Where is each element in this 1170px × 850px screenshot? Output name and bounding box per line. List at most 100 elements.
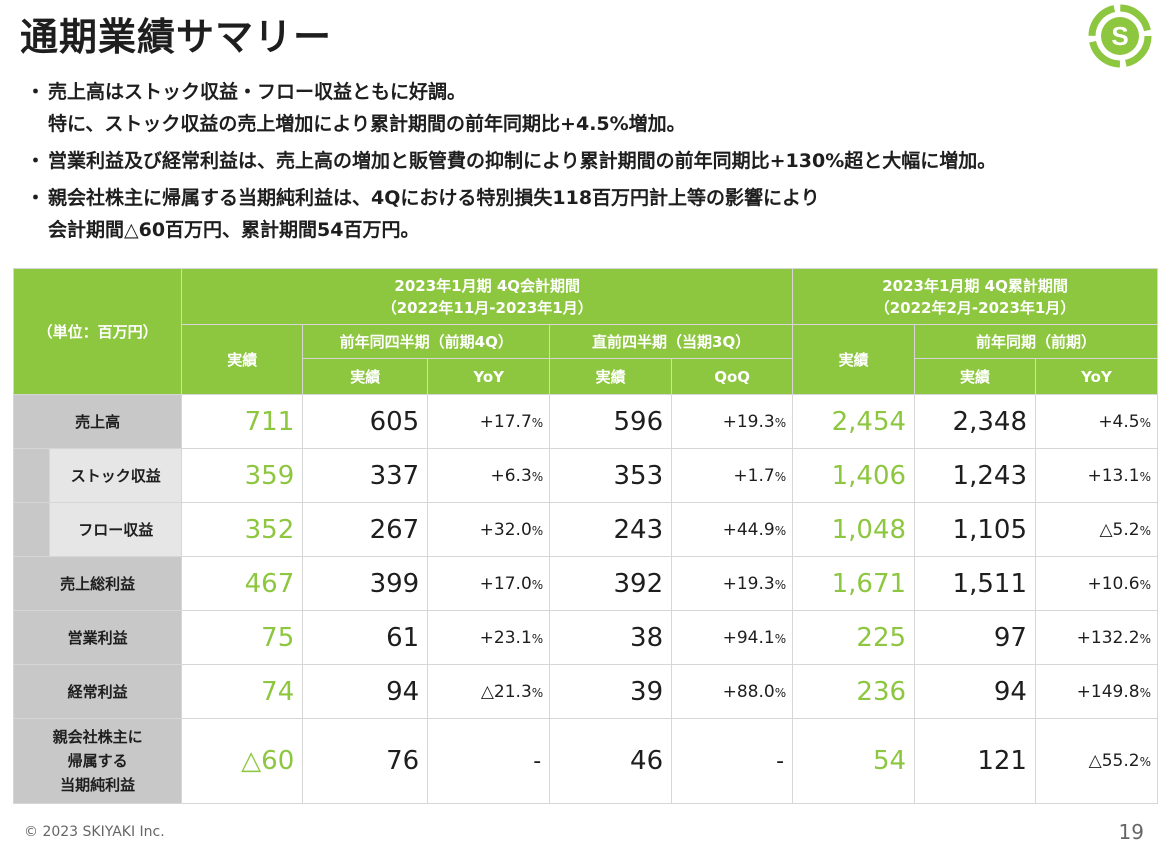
cell-prev: 76 xyxy=(302,718,429,804)
cell-yoy: +17.7% xyxy=(427,394,551,449)
header-actual: 実績 xyxy=(792,324,916,395)
financial-summary-table: （単位：百万円） 2023年1月期 4Q会計期間 （2022年11月-2023年1… xyxy=(12,268,1159,804)
row-label: 売上総利益 xyxy=(12,556,183,611)
row-label: 経常利益 xyxy=(12,664,183,719)
bullet-3-line-1: 親会社株主に帰属する当期純利益は、4Qにおける特別損失118百万円計上等の影響に… xyxy=(48,187,820,209)
cell-prior: 46 xyxy=(549,718,673,804)
table-row-sales: 売上高 711 605 +17.7% 596 +19.3% 2,454 2,34… xyxy=(12,394,1159,449)
row-label: ストック収益 xyxy=(49,448,183,503)
cell-yoy: +32.0% xyxy=(427,502,551,557)
company-logo: S xyxy=(1088,4,1152,68)
cell-prior: 38 xyxy=(549,610,673,665)
bullet-3-line-2: 会計期間△60百万円、累計期間54百万円。 xyxy=(48,219,420,241)
bullet-3: ・親会社株主に帰属する当期純利益は、4Qにおける特別損失118百万円計上等の影響… xyxy=(26,182,996,246)
header-qoq: QoQ xyxy=(671,358,794,395)
cell-prev: 61 xyxy=(302,610,429,665)
row-label: 売上高 xyxy=(12,394,183,449)
cell-cum-prev: 121 xyxy=(914,718,1036,804)
cell-cum-prev: 2,348 xyxy=(914,394,1036,449)
row-indent xyxy=(12,448,51,503)
cell-actual: 467 xyxy=(181,556,304,611)
bullet-marker: ・ xyxy=(26,187,46,209)
header-actual: 実績 xyxy=(302,358,429,395)
cell-cum-prev: 1,243 xyxy=(914,448,1036,503)
cell-cum-actual: 225 xyxy=(792,610,916,665)
row-label: 営業利益 xyxy=(12,610,183,665)
cell-qoq: +44.9% xyxy=(671,502,794,557)
cell-cum-actual: 54 xyxy=(792,718,916,804)
bullet-marker: ・ xyxy=(26,81,46,103)
cell-qoq: +1.7% xyxy=(671,448,794,503)
table-row-operating-profit: 営業利益 75 61 +23.1% 38 +94.1% 225 97 +132.… xyxy=(12,610,1159,665)
cell-actual: △60 xyxy=(181,718,304,804)
cell-qoq: - xyxy=(671,718,794,804)
header-yoy: YoY xyxy=(427,358,551,395)
cell-cum-yoy: △55.2% xyxy=(1034,718,1159,804)
table-row-flow: フロー収益 352 267 +32.0% 243 +44.9% 1,048 1,… xyxy=(12,502,1159,557)
logo-letter: S xyxy=(1111,21,1128,51)
cell-qoq: +19.3% xyxy=(671,394,794,449)
cell-yoy: - xyxy=(427,718,551,804)
cell-qoq: +88.0% xyxy=(671,664,794,719)
cell-prior: 243 xyxy=(549,502,673,557)
cell-prior: 353 xyxy=(549,448,673,503)
cell-cum-yoy: +13.1% xyxy=(1034,448,1159,503)
summary-bullets: ・売上高はストック収益・フロー収益ともに好調。 特に、ストック収益の売上増加によ… xyxy=(26,76,996,251)
cell-actual: 74 xyxy=(181,664,304,719)
cell-prev: 399 xyxy=(302,556,429,611)
bullet-2: ・営業利益及び経常利益は、売上高の増加と販管費の抑制により累計期間の前年同期比+… xyxy=(26,145,996,177)
unit-label: （単位：百万円） xyxy=(12,268,183,395)
header-prev-quarter: 前年同四半期（前期4Q） xyxy=(302,324,551,359)
table-row-net-income: 親会社株主に 帰属する 当期純利益 △60 76 - 46 - 54 121 △… xyxy=(12,718,1159,804)
cell-cum-actual: 236 xyxy=(792,664,916,719)
cell-actual: 352 xyxy=(181,502,304,557)
header-actual: 実績 xyxy=(549,358,673,395)
header-prev-year: 前年同期（前期） xyxy=(914,324,1158,359)
header-prior-quarter: 直前四半期（当期3Q） xyxy=(549,324,794,359)
cell-prev: 605 xyxy=(302,394,429,449)
cell-qoq: +94.1% xyxy=(671,610,794,665)
cell-actual: 359 xyxy=(181,448,304,503)
row-label: 親会社株主に 帰属する 当期純利益 xyxy=(12,718,183,804)
cell-actual: 75 xyxy=(181,610,304,665)
table-row-stock: ストック収益 359 337 +6.3% 353 +1.7% 1,406 1,2… xyxy=(12,448,1159,503)
cell-prev: 94 xyxy=(302,664,429,719)
copyright: © 2023 SKIYAKI Inc. xyxy=(24,824,165,840)
group1-header: 2023年1月期 4Q会計期間 （2022年11月-2023年1月） xyxy=(181,268,794,325)
bullet-1-line-2: 特に、ストック収益の売上増加により累計期間の前年同期比+4.5%増加。 xyxy=(48,113,686,135)
cell-cum-prev: 1,511 xyxy=(914,556,1036,611)
group2-header: 2023年1月期 4Q累計期間 （2022年2月-2023年1月） xyxy=(792,268,1158,325)
cell-qoq: +19.3% xyxy=(671,556,794,611)
cell-prev: 337 xyxy=(302,448,429,503)
cell-yoy: △21.3% xyxy=(427,664,551,719)
bullet-marker: ・ xyxy=(26,150,46,172)
cell-cum-actual: 1,671 xyxy=(792,556,916,611)
row-label: フロー収益 xyxy=(49,502,183,557)
page-title: 通期業績サマリー xyxy=(20,15,333,59)
page-number: 19 xyxy=(1118,820,1144,844)
cell-prior: 596 xyxy=(549,394,673,449)
header-actual: 実績 xyxy=(181,324,304,395)
cell-cum-actual: 1,406 xyxy=(792,448,916,503)
bullet-1: ・売上高はストック収益・フロー収益ともに好調。 特に、ストック収益の売上増加によ… xyxy=(26,76,996,140)
cell-cum-yoy: +4.5% xyxy=(1034,394,1159,449)
cell-cum-yoy: +132.2% xyxy=(1034,610,1159,665)
cell-cum-yoy: +149.8% xyxy=(1034,664,1159,719)
cell-yoy: +6.3% xyxy=(427,448,551,503)
header-yoy: YoY xyxy=(1034,358,1159,395)
cell-cum-yoy: △5.2% xyxy=(1034,502,1159,557)
bullet-2-line-1: 営業利益及び経常利益は、売上高の増加と販管費の抑制により累計期間の前年同期比+1… xyxy=(48,150,997,172)
cell-cum-prev: 1,105 xyxy=(914,502,1036,557)
cell-cum-yoy: +10.6% xyxy=(1034,556,1159,611)
cell-prior: 392 xyxy=(549,556,673,611)
row-indent xyxy=(12,502,51,557)
cell-yoy: +23.1% xyxy=(427,610,551,665)
cell-cum-actual: 2,454 xyxy=(792,394,916,449)
table-row-ordinary-profit: 経常利益 74 94 △21.3% 39 +88.0% 236 94 +149.… xyxy=(12,664,1159,719)
header-actual: 実績 xyxy=(914,358,1036,395)
cell-prior: 39 xyxy=(549,664,673,719)
cell-actual: 711 xyxy=(181,394,304,449)
cell-prev: 267 xyxy=(302,502,429,557)
cell-cum-prev: 97 xyxy=(914,610,1036,665)
table-row-gross-profit: 売上総利益 467 399 +17.0% 392 +19.3% 1,671 1,… xyxy=(12,556,1159,611)
